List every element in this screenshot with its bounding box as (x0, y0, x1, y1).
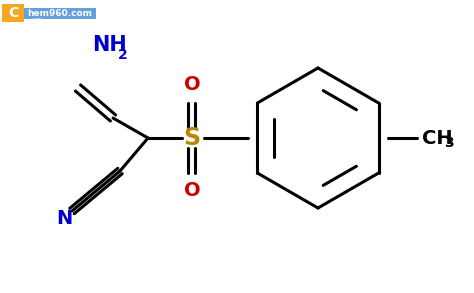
Text: O: O (184, 76, 201, 95)
Text: S: S (183, 126, 201, 150)
Text: 2: 2 (118, 48, 128, 62)
Text: C: C (8, 6, 18, 20)
Text: NH: NH (92, 35, 127, 55)
Text: O: O (184, 181, 201, 200)
FancyBboxPatch shape (2, 4, 24, 22)
Text: hem960.com: hem960.com (27, 9, 92, 18)
Text: N: N (56, 209, 72, 227)
Text: NO: NO (32, 18, 42, 23)
Text: CH: CH (422, 129, 453, 147)
Bar (24, 8, 96, 19)
Text: 3: 3 (444, 136, 454, 150)
